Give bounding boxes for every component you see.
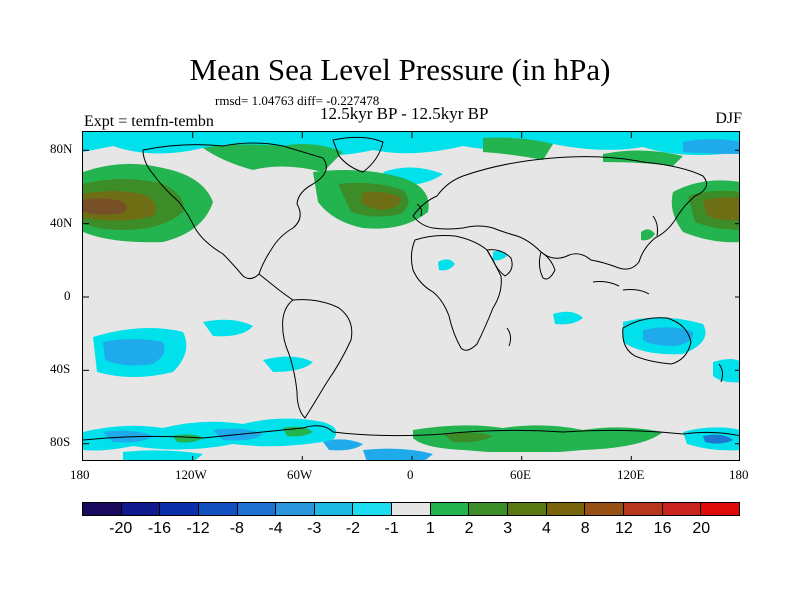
- colorbar-label: 1: [425, 520, 435, 537]
- lat-label-eq: 0: [64, 288, 71, 303]
- lon-label-60w: 60W: [287, 467, 313, 482]
- lat-label-80s: 80S: [50, 434, 71, 449]
- colorbar-label: -12: [186, 520, 210, 537]
- colorbar-swatch: [701, 503, 739, 515]
- north-pacific-west: [83, 163, 213, 243]
- colorbar-swatch: [508, 503, 547, 515]
- colorbar-swatch: [237, 503, 277, 515]
- colorbar: [82, 502, 740, 516]
- colorbar-label: -16: [147, 520, 171, 537]
- colorbar-label: 12: [614, 520, 633, 537]
- colorbar-label: 4: [542, 520, 551, 537]
- colorbar-swatch: [160, 503, 199, 515]
- lon-label-0: 0: [407, 467, 414, 482]
- lon-label-180e: 180: [729, 467, 749, 482]
- lon-label-120w: 120W: [175, 467, 207, 482]
- colorbar-swatch: [585, 503, 624, 515]
- colorbar-swatch: [469, 503, 509, 515]
- lat-label-80n: 80N: [50, 141, 73, 156]
- map-title: Mean Sea Level Pressure (in hPa): [189, 52, 611, 87]
- north-atlantic-anomaly: [313, 170, 429, 229]
- colorbar-swatch: [546, 503, 586, 515]
- colorbar-label: -1: [384, 520, 399, 537]
- axis-ticks: [83, 132, 739, 460]
- lat-label-40n: 40N: [50, 215, 73, 230]
- colorbar-label: -8: [229, 520, 244, 537]
- colorbar-swatch: [83, 503, 122, 515]
- colorbar-swatch: [314, 503, 354, 515]
- colorbar-label: 2: [464, 520, 474, 537]
- world-map: [83, 132, 739, 460]
- period-subtitle: 12.5kyr BP - 12.5kyr BP: [320, 104, 489, 123]
- lon-label-60e: 60E: [510, 467, 531, 482]
- colorbar-swatch: [276, 503, 315, 515]
- colorbar-label: -3: [307, 520, 322, 537]
- colorbar-swatch: [623, 503, 663, 515]
- stats-subtitle: rmsd= 1.04763 diff= -0.227478: [215, 93, 380, 108]
- lon-label-180w: 180: [70, 467, 90, 482]
- tropical-patches: [438, 229, 655, 325]
- north-pacific-east: [671, 180, 739, 243]
- antarctic-band: [83, 418, 739, 460]
- colorbar-label: -2: [345, 520, 361, 537]
- colorbar-label: -20: [109, 520, 133, 537]
- lon-label-120e: 120E: [617, 467, 645, 482]
- colorbar-label: 20: [692, 520, 711, 537]
- season-label: DJF: [715, 110, 742, 127]
- colorbar-label: 16: [653, 520, 672, 537]
- colorbar-swatch: [392, 503, 431, 515]
- colorbar-label: 3: [503, 520, 513, 537]
- colorbar-swatch: [121, 503, 161, 515]
- coastlines: [83, 136, 739, 441]
- lat-label-40s: 40S: [50, 361, 71, 376]
- map-panel: [82, 131, 740, 461]
- experiment-label: Expt = temfn-tembn: [84, 113, 214, 130]
- colorbar-swatch: [430, 503, 470, 515]
- colorbar-swatch: [198, 503, 238, 515]
- colorbar-label: -4: [268, 520, 283, 537]
- colorbar-label: 8: [580, 520, 590, 537]
- colorbar-swatch: [353, 503, 393, 515]
- colorbar-swatch: [662, 503, 702, 515]
- southern-midlatitude: [93, 317, 739, 383]
